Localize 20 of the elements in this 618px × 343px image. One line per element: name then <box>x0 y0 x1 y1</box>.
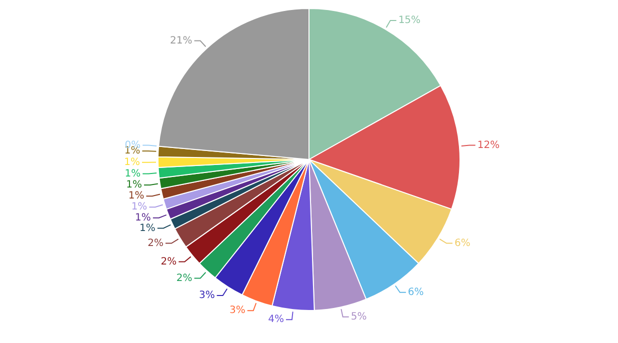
data-label: 1% <box>131 202 148 213</box>
data-label: 2% <box>176 272 192 284</box>
data-label: 12% <box>477 140 500 151</box>
data-label: 2% <box>160 256 177 268</box>
data-label: 3% <box>198 290 215 302</box>
data-label: 1% <box>126 180 142 191</box>
data-label: 1% <box>124 146 140 157</box>
data-label: 1% <box>124 156 140 168</box>
data-label: 15% <box>398 15 421 26</box>
data-label: 4% <box>268 314 284 326</box>
data-label: 1% <box>124 168 141 180</box>
data-label: 1% <box>128 190 144 202</box>
data-label: 1% <box>140 222 156 234</box>
data-label: 21% <box>170 35 192 46</box>
data-label: 6% <box>454 238 470 249</box>
data-label: 5% <box>350 311 367 322</box>
data-label: 3% <box>229 305 246 316</box>
data-label: 6% <box>408 286 424 298</box>
data-label: 1% <box>135 212 151 224</box>
data-label: 2% <box>148 238 164 249</box>
